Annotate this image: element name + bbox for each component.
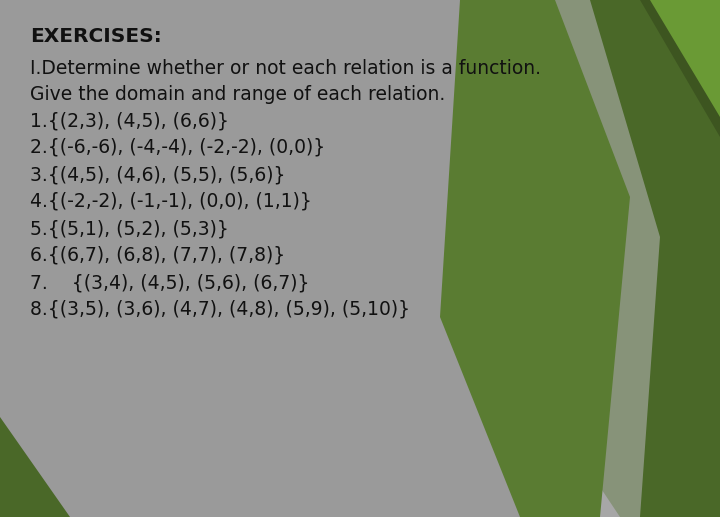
Polygon shape xyxy=(0,417,70,517)
Polygon shape xyxy=(450,0,660,517)
Polygon shape xyxy=(650,0,720,117)
Polygon shape xyxy=(640,0,720,517)
Text: 2.{(-6,-6), (-4,-4), (-2,-2), (0,0)}: 2.{(-6,-6), (-4,-4), (-2,-2), (0,0)} xyxy=(30,138,325,157)
Polygon shape xyxy=(500,0,720,517)
Text: 4.{(-2,-2), (-1,-1), (0,0), (1,1)}: 4.{(-2,-2), (-1,-1), (0,0), (1,1)} xyxy=(30,192,312,211)
Text: 7.    {(3,4), (4,5), (5,6), (6,7)}: 7. {(3,4), (4,5), (5,6), (6,7)} xyxy=(30,273,310,292)
Text: 8.{(3,5), (3,6), (4,7), (4,8), (5,9), (5,10)}: 8.{(3,5), (3,6), (4,7), (4,8), (5,9), (5… xyxy=(30,300,410,319)
Text: I.Determine whether or not each relation is a function.: I.Determine whether or not each relation… xyxy=(30,59,541,78)
Polygon shape xyxy=(440,0,630,517)
Text: 1.{(2,3), (4,5), (6,6)}: 1.{(2,3), (4,5), (6,6)} xyxy=(30,111,229,130)
Text: 6.{(6,7), (6,8), (7,7), (7,8)}: 6.{(6,7), (6,8), (7,7), (7,8)} xyxy=(30,246,285,265)
Text: Give the domain and range of each relation.: Give the domain and range of each relati… xyxy=(30,85,445,104)
Text: EXERCISES:: EXERCISES: xyxy=(30,27,162,46)
Text: 5.{(5,1), (5,2), (5,3)}: 5.{(5,1), (5,2), (5,3)} xyxy=(30,219,229,238)
Text: 3.{(4,5), (4,6), (5,5), (5,6)}: 3.{(4,5), (4,6), (5,5), (5,6)} xyxy=(30,165,285,184)
